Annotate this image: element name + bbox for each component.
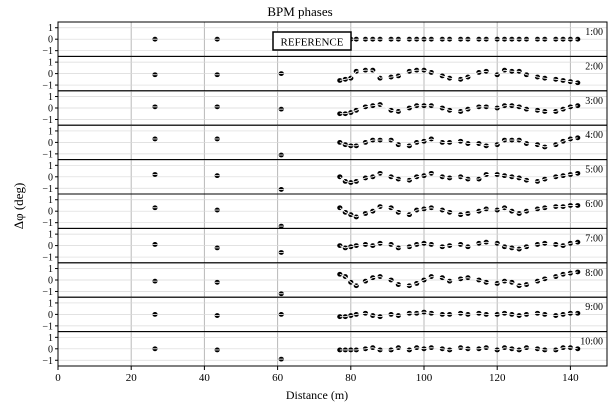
series-line	[339, 104, 578, 115]
panel-4-00: −101 4:00	[42, 124, 608, 160]
y-tick-label: 1	[48, 333, 53, 344]
x-tick-label: 140	[562, 372, 579, 384]
series-line	[339, 241, 578, 250]
y-tick-label: −1	[42, 218, 53, 229]
y-tick-label: 1	[48, 23, 53, 34]
x-tick-label: 60	[272, 372, 284, 384]
panel-10-00: −101 10:00	[42, 331, 608, 367]
x-axis-ticks: 0 20 40 60 80 100 120 140	[55, 366, 579, 384]
y-tick-label: 0	[48, 172, 53, 183]
panel-7-00: −101 7:00	[42, 227, 608, 264]
y-tick-label: −1	[42, 356, 53, 367]
series-label: 4:00	[585, 130, 603, 141]
y-tick-label: −1	[42, 287, 53, 298]
y-tick-label: 0	[48, 276, 53, 287]
x-tick-label: 40	[199, 372, 211, 384]
reference-label: REFERENCE	[281, 37, 344, 49]
y-tick-label: 0	[48, 241, 53, 252]
y-tick-label: 1	[48, 126, 53, 137]
series-line	[339, 137, 578, 148]
panel-6-00: −101 6:00	[42, 193, 608, 229]
y-tick-label: 1	[48, 58, 53, 69]
y-tick-label: −1	[42, 149, 53, 160]
y-tick-label: 0	[48, 35, 53, 46]
x-axis-label: Distance (m)	[286, 388, 348, 402]
series-line	[339, 205, 578, 218]
panel-3-00: −101 3:00	[42, 90, 608, 126]
y-axis-label: Δφ (deg)	[11, 183, 26, 230]
y-tick-label: 1	[48, 298, 53, 309]
y-tick-label: −1	[42, 184, 53, 195]
panel-9-00: −101 9:00	[42, 296, 608, 332]
y-tick-label: 1	[48, 161, 53, 172]
series-label: 3:00	[585, 96, 603, 107]
y-tick-label: 0	[48, 138, 53, 149]
series-label: 1:00	[585, 27, 603, 38]
reference-annotation: REFERENCE	[272, 31, 352, 51]
series-label: 10:00	[580, 337, 603, 348]
y-tick-label: 0	[48, 104, 53, 115]
x-tick-label: 100	[416, 372, 433, 384]
y-tick-label: 1	[48, 92, 53, 103]
reference-box	[272, 31, 352, 51]
series-label: 2:00	[585, 61, 603, 72]
y-tick-label: 0	[48, 344, 53, 355]
y-tick-label: −1	[42, 46, 53, 57]
panel-8-00: −101 8:00	[42, 262, 608, 298]
x-tick-label: 120	[489, 372, 506, 384]
chart-title: BPM phases	[267, 4, 332, 19]
x-tick-label: 0	[55, 372, 61, 384]
series-label: 6:00	[585, 199, 603, 210]
series-label: 7:00	[585, 233, 603, 244]
panels-group: −101 1:00−101 2:00−101 3:00−101 4:00−101 5:00…	[42, 21, 608, 367]
y-tick-label: −1	[42, 321, 53, 332]
series-label: 5:00	[585, 165, 603, 176]
y-tick-label: 0	[48, 207, 53, 218]
x-tick-label: 80	[345, 372, 357, 384]
series-line	[339, 69, 578, 84]
y-tick-label: −1	[42, 81, 53, 92]
y-tick-label: 0	[48, 310, 53, 321]
y-tick-label: 1	[48, 195, 53, 206]
panel-frame	[57, 331, 608, 367]
series-line	[339, 271, 578, 287]
y-tick-label: 1	[48, 230, 53, 241]
panel-5-00: −101 5:00	[42, 159, 608, 195]
y-tick-label: −1	[42, 253, 53, 264]
y-tick-label: 1	[48, 264, 53, 275]
series-label: 8:00	[585, 268, 603, 279]
series-label: 9:00	[585, 302, 603, 313]
x-tick-label: 20	[126, 372, 138, 384]
series-line	[339, 311, 578, 318]
series-line	[339, 172, 578, 183]
panel-2-00: −101 2:00	[42, 55, 608, 92]
y-tick-label: 0	[48, 69, 53, 80]
y-tick-label: −1	[42, 115, 53, 126]
series-line	[339, 347, 578, 351]
